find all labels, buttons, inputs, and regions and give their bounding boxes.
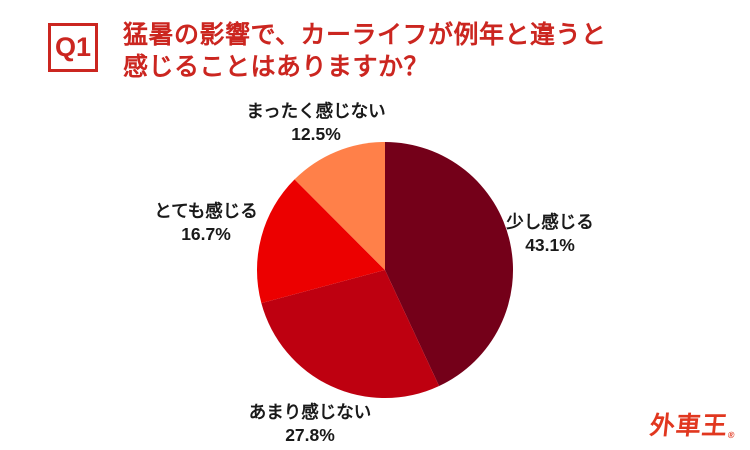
pie-slice-2 [256,179,385,304]
question-title: 猛暑の影響で、カーライフが例年と違うと 感じることはありますか？ [123,19,607,83]
slice-label-amari-kanjinai: あまり感じない 27.8% [200,401,420,447]
pie-slice-1 [261,270,440,399]
question-title-line-2: 感じることはありますか？ [123,53,430,81]
pie-slice-3 [294,141,385,270]
slice-label-totemo-kanjiru: とても感じる 16.7% [96,200,316,246]
registered-trademark-icon: ® [727,430,736,440]
slice-name: まったく感じない [246,101,386,121]
slice-percentage: 43.1% [525,235,575,255]
question-badge: Q1 [48,23,98,72]
pie-chart [256,141,514,399]
slice-name: 少し感じる [506,212,594,232]
question-title-line-1: 猛暑の影響で、カーライフが例年と違うと [123,21,607,49]
brand-logo-text: 外車王 [648,412,730,440]
pie-chart-svg [256,141,514,399]
slice-name: とても感じる [154,201,258,221]
slice-percentage: 16.7% [181,224,231,244]
pie-slice-0 [385,141,514,387]
slice-label-mattaku-kanjinai: まったく感じない 12.5% [206,100,426,146]
slice-label-sukoshi-kanjiru: 少し感じる 43.1% [440,211,660,257]
slice-percentage: 27.8% [285,425,335,445]
slice-name: あまり感じない [248,402,372,422]
brand-logo: 外車王® [648,406,737,442]
slice-percentage: 12.5% [291,124,341,144]
